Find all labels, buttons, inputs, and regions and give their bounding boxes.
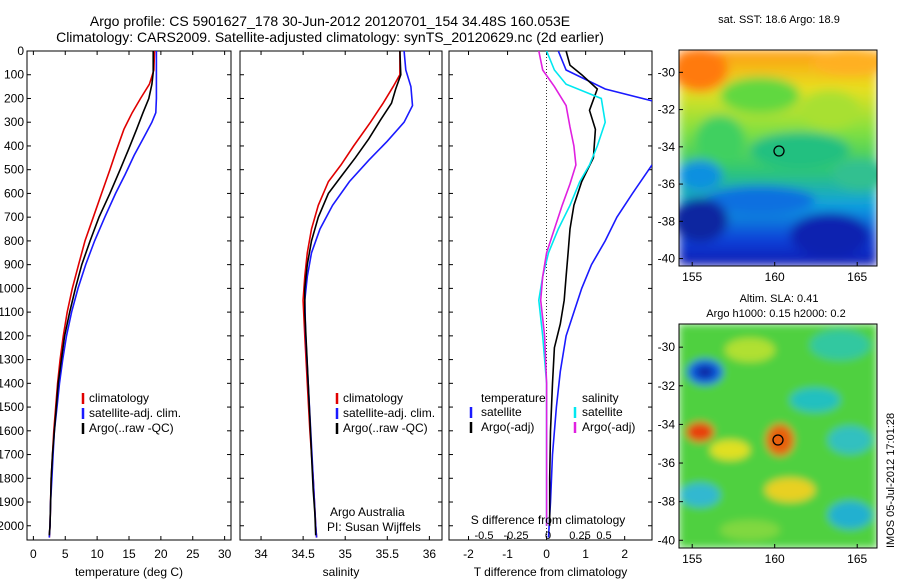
- s-tick-label: 0.5: [596, 530, 611, 542]
- profile-title: Argo profile: CS 5901627_178 30-Jun-2012…: [89, 13, 571, 29]
- difference-xtick-label: 0: [543, 547, 550, 561]
- temperature-xtick-label: 30: [218, 547, 232, 561]
- salinity-series-argo: [304, 51, 402, 536]
- diff-legend-item: Argo(-adj): [481, 420, 534, 434]
- depth-tick-label: 100: [4, 68, 24, 82]
- s-diff-label: S difference from climatology: [471, 513, 626, 527]
- salinity-legend-item: climatology: [343, 391, 403, 405]
- temperature-axes: [26, 50, 232, 541]
- salinity-xlabel: salinity: [323, 565, 360, 579]
- salinity-xtick-label: 35.5: [376, 547, 400, 561]
- depth-tick-label: 600: [4, 186, 24, 200]
- sla-map-xtick-label: 155: [682, 552, 702, 566]
- sst-map-panel: [678, 49, 878, 267]
- temperature-xlabel: temperature (deg C): [75, 565, 183, 579]
- depth-tick-label: 900: [4, 258, 24, 272]
- depth-tick-label: 300: [4, 115, 24, 129]
- sst-argo-marker: [773, 145, 785, 157]
- sst-map-title: sat. SST: 18.6 Argo: 18.9: [718, 14, 840, 26]
- salinity-xtick-label: 34: [254, 547, 268, 561]
- depth-tick-label: 1700: [0, 448, 24, 462]
- salinity-legend-item: satellite-adj. clim.: [343, 406, 435, 420]
- depth-tick-label: 1200: [0, 329, 24, 343]
- sla-map-xtick-label: 160: [765, 552, 785, 566]
- sla-map-panel: [678, 323, 878, 549]
- temperature-xtick-label: 20: [154, 547, 168, 561]
- legend-title-temperature: temperature: [481, 391, 546, 405]
- temperature-legend-item: satellite-adj. clim.: [89, 406, 181, 420]
- sla-map-xtick-label: 165: [847, 552, 867, 566]
- s-tick-label: 0.25: [569, 530, 590, 542]
- sla-map-ytick-label: -32: [658, 379, 676, 393]
- climatology-subtitle: Climatology: CARS2009. Satellite-adjuste…: [56, 29, 604, 45]
- sla-map-ytick-label: -36: [658, 456, 676, 470]
- credit-line1: Argo Australia: [330, 505, 405, 519]
- depth-tick-label: 800: [4, 234, 24, 248]
- sst-map-ytick-label: -30: [658, 65, 676, 79]
- temperature-xtick-label: 0: [30, 547, 37, 561]
- difference-xlabel: T difference from climatology: [474, 565, 628, 579]
- depth-tick-label: 1100: [0, 305, 24, 319]
- temperature-xtick-label: 25: [186, 547, 200, 561]
- salinity-xtick-label: 36: [423, 547, 437, 561]
- sla-map-ytick-label: -38: [658, 495, 676, 509]
- diff-legend-item: satellite: [582, 405, 623, 419]
- difference-series-magenta: [538, 51, 577, 526]
- sst-map-xtick-label: 165: [847, 270, 867, 284]
- sla-map-title-line2: Argo h1000: 0.15 h2000: 0.2: [706, 308, 845, 320]
- sst-map-ytick-label: -36: [658, 177, 676, 191]
- difference-xtick-label: -1: [502, 547, 513, 561]
- depth-tick-label: 1800: [0, 471, 24, 485]
- depth-tick-label: 1400: [0, 376, 24, 390]
- salinity-xtick-label: 35: [339, 547, 353, 561]
- depth-tick-label: 0: [17, 44, 24, 58]
- sla-map-title-line1: Altim. SLA: 0.41: [740, 293, 819, 305]
- depth-tick-label: 1000: [0, 281, 24, 295]
- legend-title-salinity: salinity: [582, 391, 619, 405]
- depth-tick-label: 1600: [0, 424, 24, 438]
- depth-tick-label: 1300: [0, 353, 24, 367]
- depth-tick-label: 2000: [0, 519, 24, 533]
- temperature-xtick-label: 5: [62, 547, 69, 561]
- timestamp: IMOS 05-Jul-2012 17:01:28: [885, 413, 897, 548]
- salinity-legend-item: Argo(..raw -QC): [343, 421, 428, 435]
- difference-xtick-label: 1: [582, 547, 589, 561]
- sst-map-ytick-label: -34: [658, 140, 676, 154]
- difference-series-satellite: [557, 51, 652, 102]
- difference-xtick-label: 2: [621, 547, 628, 561]
- depth-tick-label: 500: [4, 163, 24, 177]
- temperature-legend-item: Argo(..raw -QC): [89, 421, 174, 435]
- sla-argo-marker: [772, 434, 784, 446]
- sst-map-ytick-label: -40: [658, 252, 676, 266]
- difference-series-argo: [548, 51, 599, 526]
- sst-map-ytick-label: -32: [658, 103, 676, 117]
- sst-map-xtick-label: 155: [682, 270, 702, 284]
- sla-map-ytick-label: -34: [658, 417, 676, 431]
- sla-map-ytick-label: -40: [658, 533, 676, 547]
- depth-tick-label: 400: [4, 139, 24, 153]
- s-tick-label: 0: [545, 530, 551, 542]
- depth-tick-label: 700: [4, 210, 24, 224]
- depth-tick-label: 200: [4, 91, 24, 105]
- salinity-xtick-label: 34.5: [291, 547, 315, 561]
- s-tick-label: -0.25: [503, 530, 528, 542]
- sst-map-xtick-label: 160: [765, 270, 785, 284]
- depth-tick-label: 1500: [0, 400, 24, 414]
- credit-line2: PI: Susan Wijffels: [327, 520, 421, 534]
- salinity-axes: [239, 50, 443, 541]
- temperature-xtick-label: 15: [122, 547, 136, 561]
- diff-legend-item: satellite: [481, 405, 522, 419]
- depth-tick-label: 1900: [0, 495, 24, 509]
- temperature-legend-item: climatology: [89, 391, 149, 405]
- difference-series-satellite: [547, 164, 652, 538]
- s-tick-label: -0.5: [475, 530, 494, 542]
- sst-map-ytick-label: -38: [658, 214, 676, 228]
- diff-legend-item: Argo(-adj): [582, 420, 635, 434]
- temperature-series-argo: [48, 51, 154, 536]
- sla-map-ytick-label: -30: [658, 340, 676, 354]
- temperature-xtick-label: 10: [90, 547, 104, 561]
- difference-xtick-label: -2: [463, 547, 474, 561]
